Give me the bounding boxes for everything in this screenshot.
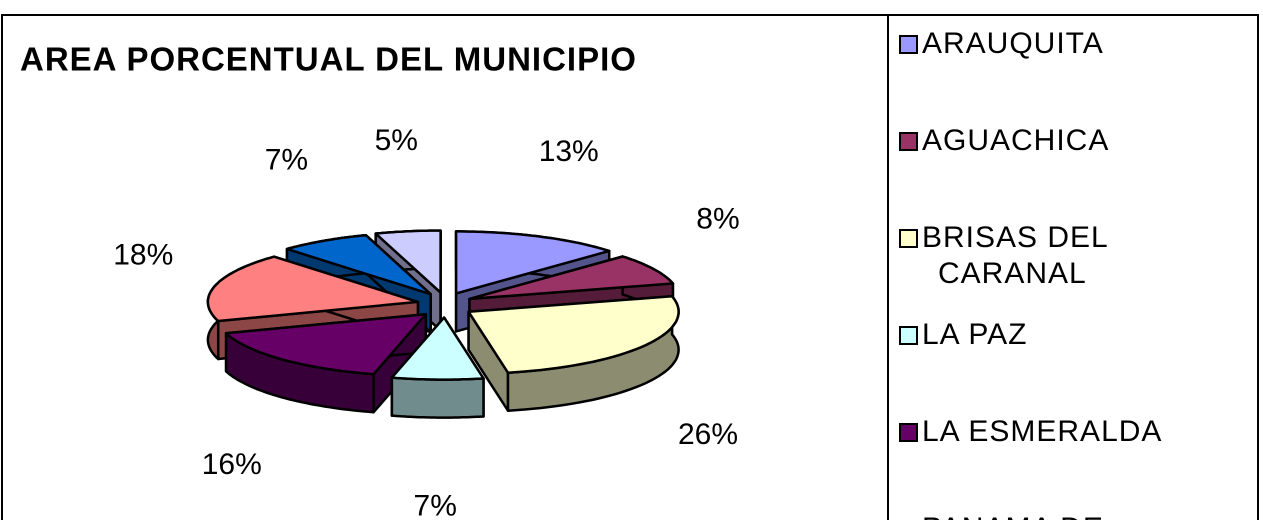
slice [374,229,442,294]
legend-label: BRISAS DEL CARANAL [922,221,1109,290]
slice [467,295,680,412]
slice [224,312,428,376]
slice [285,233,432,296]
legend-label: ARAUQUITA [922,27,1104,60]
data-label: 13% [539,135,599,168]
data-label: 7% [265,144,308,177]
legend-label-line: BRISAS DEL [922,221,1109,254]
legend-swatch [899,229,918,248]
legend-label: PANAMA DE [922,512,1104,520]
legend-swatch [899,423,918,442]
data-label: 26% [678,418,738,451]
legend-label: LA ESMERALDA [922,415,1162,448]
slice-wall [390,376,485,419]
slice [224,312,428,414]
chart-title: AREA PORCENTUAL DEL MUNICIPIO [20,41,637,78]
legend-swatch [899,35,918,54]
slice [390,316,485,419]
data-label: 16% [202,448,262,481]
legend-swatch [899,326,918,345]
slice [206,255,420,323]
data-label: 8% [696,202,739,235]
slice [468,255,675,301]
data-label: 18% [113,238,173,271]
slice [467,295,680,374]
legend-label: LA PAZ [922,318,1028,351]
legend-label-line: CARANAL [938,257,1087,290]
slice [390,316,485,381]
data-label: 5% [375,124,418,157]
legend-swatch [899,132,918,151]
data-label: 7% [414,490,457,520]
legend-label: AGUACHICA [922,124,1109,157]
slice [454,230,611,295]
